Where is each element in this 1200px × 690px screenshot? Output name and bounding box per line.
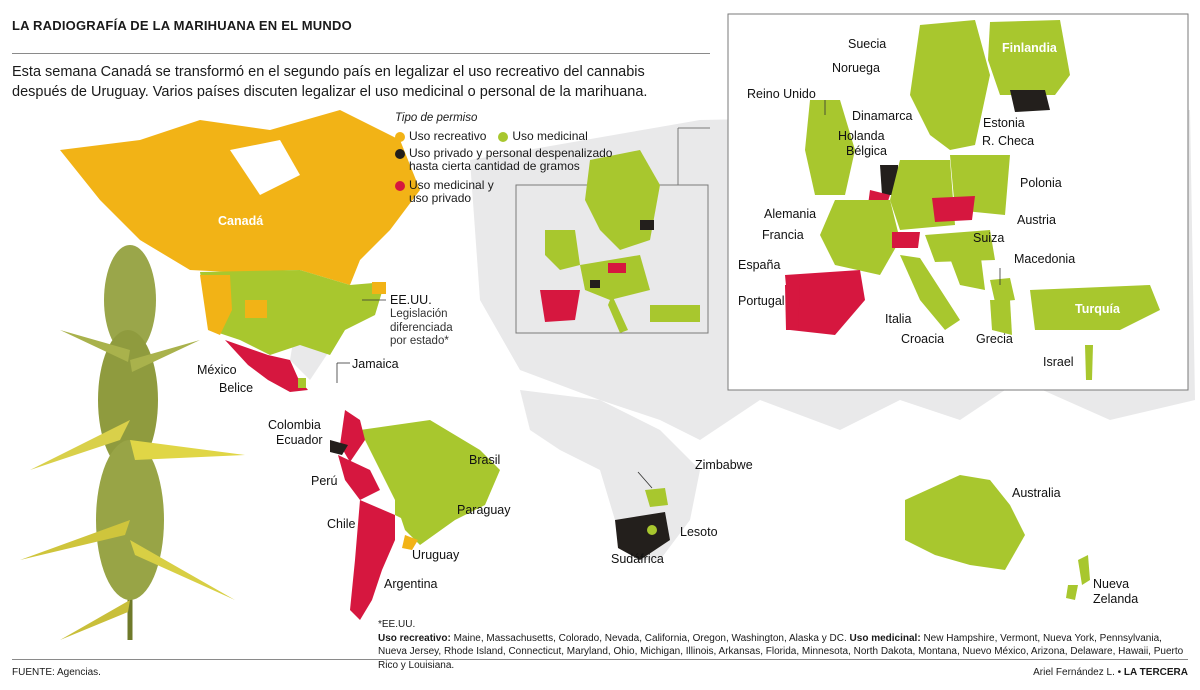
label-francia: Francia <box>762 228 804 242</box>
publisher-name: LA TERCERA <box>1123 667 1188 678</box>
legend-swatch-icon <box>395 149 405 159</box>
legend-item-medicinal-private: Uso medicinal y uso privado <box>395 179 505 205</box>
label-austria: Austria <box>1017 213 1056 227</box>
page-title: LA RADIOGRAFÍA DE LA MARIHUANA EN EL MUN… <box>12 18 352 33</box>
source-text: FUENTE: Agencias. <box>12 667 101 678</box>
label-zimbabwe: Zimbabwe <box>695 458 753 472</box>
oceania-region <box>905 475 1090 600</box>
cannabis-plant-illustration <box>20 245 245 640</box>
label-turquia: Turquía <box>1075 302 1120 316</box>
label-italia: Italia <box>885 312 912 326</box>
label-espana: España <box>738 258 781 272</box>
label-israel: Israel <box>1043 355 1074 369</box>
label-paraguay: Paraguay <box>457 503 511 517</box>
usa-region <box>200 270 386 355</box>
label-nueva-zelanda: Nueva Zelanda <box>1093 577 1139 606</box>
credit-text: Ariel Fernández L. • LA TERCERA <box>1033 667 1188 678</box>
footnote-recreational-states: Maine, Massachusetts, Colorado, Nevada, … <box>453 632 847 644</box>
label-belice: Belice <box>219 381 254 395</box>
intro-text: Esta semana Canadá se transformó en el s… <box>12 64 648 100</box>
europe-inset <box>727 13 1189 391</box>
europe-small-region <box>515 127 710 334</box>
leader-lines <box>336 100 1001 489</box>
label-peru: Perú <box>311 474 338 488</box>
label-grecia: Grecia <box>976 332 1013 346</box>
label-mexico: México <box>197 363 237 377</box>
label-australia: Australia <box>1012 486 1061 500</box>
africa-region <box>615 488 670 560</box>
label-r-checa: R. Checa <box>982 134 1035 148</box>
legend-item-private: Uso privado y personal despenalizado has… <box>395 147 625 173</box>
label-polonia: Polonia <box>1020 176 1062 190</box>
label-noruega: Noruega <box>832 61 880 75</box>
legend-swatch-icon <box>498 132 509 142</box>
legend-label: Uso medicinal y uso privado <box>409 178 494 205</box>
label-reino-unido: Reino Unido <box>747 87 816 101</box>
mexico-region <box>225 340 308 392</box>
label-uruguay: Uruguay <box>412 548 460 562</box>
label-sudafrica: Sudáfrica <box>611 552 664 566</box>
label-brasil: Brasil <box>469 453 501 467</box>
label-macedonia: Macedonia <box>1014 252 1076 266</box>
label-suiza: Suiza <box>973 231 1005 245</box>
south-america-region <box>330 410 500 620</box>
footnote-recreational-heading: Uso recreativo: <box>378 632 451 644</box>
author-name: Ariel Fernández L. • <box>1033 667 1122 678</box>
label-croacia: Croacia <box>901 332 945 346</box>
legend-label: Uso privado y personal despenalizado has… <box>409 146 613 173</box>
label-eeuu: EE.UU. <box>390 293 432 307</box>
legend-label: Uso medicinal <box>512 129 588 143</box>
footnote-marker: *EE.UU. <box>378 619 416 630</box>
label-canada: Canadá <box>218 214 264 228</box>
label-holanda: Holanda <box>838 129 885 143</box>
label-chile: Chile <box>327 517 356 531</box>
footnote-body: Uso recreativo: Maine, Massachusetts, Co… <box>378 632 1193 673</box>
footnote-medicinal-heading: Uso medicinal: <box>849 632 921 644</box>
footnote-medicinal-states: New Hampshire, Vermont, Nueva York, Penn… <box>378 632 1184 671</box>
canada-region <box>60 110 420 285</box>
label-jamaica: Jamaica <box>352 357 399 371</box>
legend-swatch-icon <box>395 132 405 142</box>
label-ecuador: Ecuador <box>276 433 323 447</box>
label-alemania: Alemania <box>764 207 817 221</box>
legend: Tipo de permiso Uso recreativo Uso medic… <box>395 112 635 209</box>
title-divider <box>12 53 710 54</box>
label-belgica: Bélgica <box>846 144 887 158</box>
legend-label: Uso recreativo <box>409 129 487 143</box>
label-colombia: Colombia <box>268 418 321 432</box>
label-dinamarca: Dinamarca <box>852 109 913 123</box>
footer-divider <box>12 659 1188 660</box>
legend-swatch-icon <box>395 181 405 191</box>
label-argentina: Argentina <box>384 577 438 591</box>
label-portugal: Portugal <box>738 294 785 308</box>
label-estonia: Estonia <box>983 116 1025 130</box>
label-lesoto: Lesoto <box>680 525 718 539</box>
legend-item-medicinal: Uso medicinal <box>498 129 588 143</box>
footnote: *EE.UU. Uso recreativo: Maine, Massachus… <box>378 618 1193 672</box>
label-suecia: Suecia <box>848 37 887 51</box>
legend-item-recreational: Uso recreativo <box>395 130 486 143</box>
label-eeuu-note: Legislación diferenciada por estado* <box>390 308 453 347</box>
legend-title: Tipo de permiso <box>395 112 478 124</box>
label-finlandia: Finlandia <box>1002 41 1057 55</box>
